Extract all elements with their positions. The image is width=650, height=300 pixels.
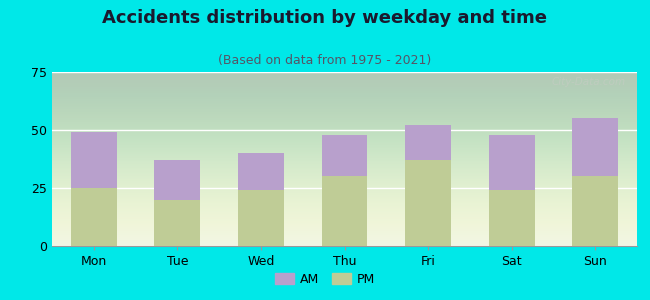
Bar: [155, 200, 200, 246]
Text: (Based on data from 1975 - 2021): (Based on data from 1975 - 2021): [218, 54, 432, 67]
Text: Accidents distribution by weekday and time: Accidents distribution by weekday and ti…: [103, 9, 547, 27]
Bar: [322, 176, 367, 246]
Text: City-Data.com: City-Data.com: [551, 77, 625, 87]
Legend: AM, PM: AM, PM: [270, 268, 380, 291]
Bar: [489, 135, 534, 190]
Bar: [572, 176, 618, 246]
Bar: [71, 188, 117, 246]
Bar: [405, 125, 451, 160]
Bar: [71, 132, 117, 188]
Bar: [238, 153, 284, 190]
Bar: [322, 135, 367, 176]
Bar: [572, 118, 618, 176]
Bar: [405, 160, 451, 246]
Bar: [489, 190, 534, 246]
Bar: [238, 190, 284, 246]
Bar: [155, 160, 200, 200]
